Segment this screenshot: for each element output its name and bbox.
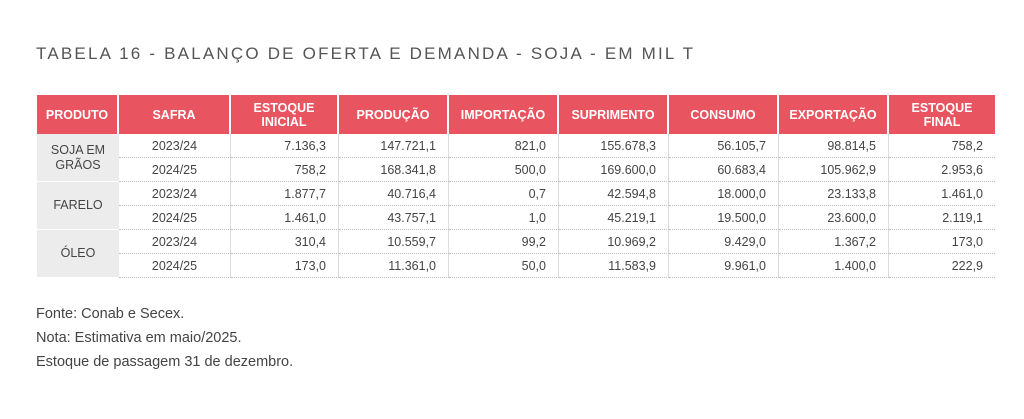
estoque-inicial-cell: 310,4	[231, 230, 339, 254]
column-header-estoque-inicial: ESTOQUE INICIAL	[231, 95, 339, 134]
column-header-estoque-final: ESTOQUE FINAL	[889, 95, 995, 134]
stock-note: Estoque de passagem 31 de dezembro.	[36, 354, 294, 370]
estoque-final-cell: 173,0	[889, 230, 995, 254]
producao-cell: 40.716,4	[339, 182, 449, 206]
exportacao-cell: 1.367,2	[779, 230, 889, 254]
estoque-inicial-cell: 758,2	[231, 158, 339, 182]
estoque-inicial-cell: 1.461,0	[231, 206, 339, 230]
estoque-inicial-cell: 7.136,3	[231, 134, 339, 158]
product-cell-farelo: FARELO	[37, 182, 119, 230]
supply-demand-table: PRODUTO SAFRA ESTOQUE INICIAL PRODUÇÃO I…	[37, 95, 995, 278]
consumo-cell: 56.105,7	[669, 134, 779, 158]
consumo-cell: 9.429,0	[669, 230, 779, 254]
estoque-inicial-cell: 173,0	[231, 254, 339, 278]
column-header-producao: PRODUÇÃO	[339, 95, 449, 134]
estoque-final-cell: 2.953,6	[889, 158, 995, 182]
safra-cell: 2024/25	[119, 158, 231, 182]
safra-cell: 2024/25	[119, 254, 231, 278]
table-title: TABELA 16 - BALANÇO DE OFERTA E DEMANDA …	[36, 44, 696, 63]
column-header-safra: SAFRA	[119, 95, 231, 134]
producao-cell: 10.559,7	[339, 230, 449, 254]
table-row: 2024/25 1.461,0 43.757,1 1,0 45.219,1 19…	[37, 206, 995, 230]
consumo-cell: 19.500,0	[669, 206, 779, 230]
table-row: 2024/25 173,0 11.361,0 50,0 11.583,9 9.9…	[37, 254, 995, 278]
importacao-cell: 821,0	[449, 134, 559, 158]
table-row: SOJA EM GRÃOS 2023/24 7.136,3 147.721,1 …	[37, 134, 995, 182]
estoque-inicial-cell: 1.877,7	[231, 182, 339, 206]
exportacao-cell: 1.400,0	[779, 254, 889, 278]
exportacao-cell: 98.814,5	[779, 134, 889, 158]
suprimento-cell: 42.594,8	[559, 182, 669, 206]
consumo-cell: 9.961,0	[669, 254, 779, 278]
product-cell-oleo: ÓLEO	[37, 230, 119, 278]
suprimento-cell: 155.678,3	[559, 134, 669, 158]
table-row: FARELO 2023/24 1.877,7 40.716,4 0,7 42.5…	[37, 182, 995, 230]
estimate-note: Nota: Estimativa em maio/2025.	[36, 330, 242, 346]
consumo-cell: 18.000,0	[669, 182, 779, 206]
product-cell-soja-em-graos: SOJA EM GRÃOS	[37, 134, 119, 182]
importacao-cell: 0,7	[449, 182, 559, 206]
producao-cell: 147.721,1	[339, 134, 449, 158]
exportacao-cell: 23.600,0	[779, 206, 889, 230]
table-row: ÓLEO 2023/24 310,4 10.559,7 99,2 10.969,…	[37, 230, 995, 278]
suprimento-cell: 169.600,0	[559, 158, 669, 182]
producao-cell: 43.757,1	[339, 206, 449, 230]
column-header-suprimento: SUPRIMENTO	[559, 95, 669, 134]
suprimento-cell: 10.969,2	[559, 230, 669, 254]
importacao-cell: 99,2	[449, 230, 559, 254]
exportacao-cell: 23.133,8	[779, 182, 889, 206]
importacao-cell: 1,0	[449, 206, 559, 230]
exportacao-cell: 105.962,9	[779, 158, 889, 182]
table-notes: Fonte: Conab e Secex. Nota: Estimativa e…	[36, 302, 293, 374]
suprimento-cell: 11.583,9	[559, 254, 669, 278]
estoque-final-cell: 222,9	[889, 254, 995, 278]
source-note: Fonte: Conab e Secex.	[36, 306, 185, 322]
safra-cell: 2024/25	[119, 206, 231, 230]
column-header-importacao: IMPORTAÇÃO	[449, 95, 559, 134]
safra-cell: 2023/24	[119, 134, 231, 158]
column-header-produto: PRODUTO	[37, 95, 119, 134]
estoque-final-cell: 1.461,0	[889, 182, 995, 206]
column-header-consumo: CONSUMO	[669, 95, 779, 134]
table-row: 2024/25 758,2 168.341,8 500,0 169.600,0 …	[37, 158, 995, 182]
producao-cell: 11.361,0	[339, 254, 449, 278]
producao-cell: 168.341,8	[339, 158, 449, 182]
header-row: PRODUTO SAFRA ESTOQUE INICIAL PRODUÇÃO I…	[37, 95, 995, 134]
importacao-cell: 500,0	[449, 158, 559, 182]
safra-cell: 2023/24	[119, 230, 231, 254]
estoque-final-cell: 758,2	[889, 134, 995, 158]
safra-cell: 2023/24	[119, 182, 231, 206]
estoque-final-cell: 2.119,1	[889, 206, 995, 230]
importacao-cell: 50,0	[449, 254, 559, 278]
column-header-exportacao: EXPORTAÇÃO	[779, 95, 889, 134]
consumo-cell: 60.683,4	[669, 158, 779, 182]
suprimento-cell: 45.219,1	[559, 206, 669, 230]
